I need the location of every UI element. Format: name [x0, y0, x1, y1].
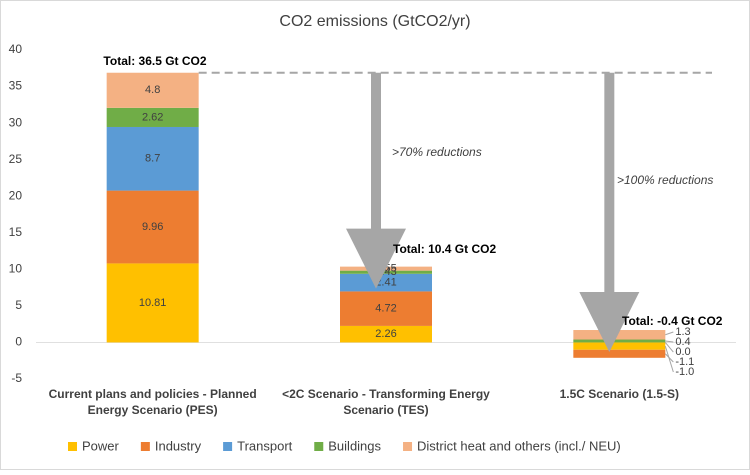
bar-segment: [106, 126, 199, 191]
leader-line: [665, 340, 674, 343]
legend-label: Buildings: [328, 438, 381, 453]
x-tick-label: 1.5C Scenario (1.5-S): [559, 387, 680, 401]
legend-label: Transport: [237, 438, 293, 453]
reduction-label: >100% reductions: [617, 173, 713, 187]
value-label: 8.7: [145, 153, 160, 165]
legend-swatch: [314, 442, 324, 451]
value-label: 2.26: [375, 328, 396, 340]
value-label: 0.4: [675, 336, 690, 348]
bar-segment: [573, 342, 666, 350]
value-label: 10.81: [139, 297, 167, 309]
total-label: Total: 10.4 Gt CO2: [393, 242, 496, 256]
legend-label: Industry: [155, 438, 202, 453]
legend-label: District heat and others (incl./ NEU): [417, 438, 621, 453]
legend-swatch: [140, 442, 150, 451]
legend-swatch: [68, 442, 77, 451]
value-label: 1.3: [675, 326, 690, 338]
y-tick-label: 30: [9, 115, 23, 129]
value-label: 4.8: [145, 84, 160, 96]
leader-line: [664, 342, 674, 353]
value-label: 2.41: [375, 277, 396, 289]
reduction-label: >70% reductions: [392, 145, 482, 159]
y-tick-label: 20: [9, 188, 23, 202]
chart-title: CO2 emissions (GtCO2/yr): [279, 13, 470, 30]
bar-segment: [340, 325, 432, 343]
value-label: 2.62: [142, 111, 163, 123]
y-tick-label: -5: [11, 371, 22, 385]
value-label: -1.0: [675, 366, 694, 378]
y-tick-label: 10: [9, 262, 23, 276]
bar-segment: [573, 330, 666, 340]
legend-label: Power: [82, 438, 120, 453]
bar-segment: [573, 349, 666, 358]
y-tick-label: 35: [9, 79, 23, 93]
bar-segment: [106, 72, 199, 108]
x-label-box: Current plans and policies - Planned Ene…: [48, 387, 257, 417]
y-tick-label: 15: [9, 225, 23, 239]
y-tick-label: 40: [9, 42, 23, 56]
y-tick-label: 5: [15, 298, 22, 312]
bar-segment: [106, 263, 199, 343]
x-tick-label: <2C Scenario - Transforming Energy Scena…: [282, 387, 490, 417]
total-label: Total: -0.4 Gt CO2: [622, 314, 723, 328]
leader-line: [664, 345, 674, 373]
leader-line: [665, 331, 674, 336]
y-tick-label: 0: [15, 335, 22, 349]
value-label: 9.96: [142, 221, 163, 233]
bar-segment: [340, 291, 432, 326]
value-label: -1.1: [675, 356, 694, 368]
value-label: 4.72: [375, 303, 396, 315]
bar-segment: [106, 190, 199, 264]
bar-segment: [573, 339, 666, 343]
x-label-box: <2C Scenario - Transforming Energy Scena…: [282, 387, 490, 417]
legend-swatch: [403, 442, 413, 451]
legend-swatch: [223, 442, 233, 451]
x-label-box: 1.5C Scenario (1.5-S): [559, 387, 680, 401]
total-label: Total: 36.5 Gt CO2: [103, 54, 206, 68]
x-tick-label: Current plans and policies - Planned Ene…: [48, 387, 257, 417]
bar-segment: [106, 107, 199, 127]
y-tick-label: 25: [9, 152, 23, 166]
value-label: 0.0: [675, 346, 690, 358]
